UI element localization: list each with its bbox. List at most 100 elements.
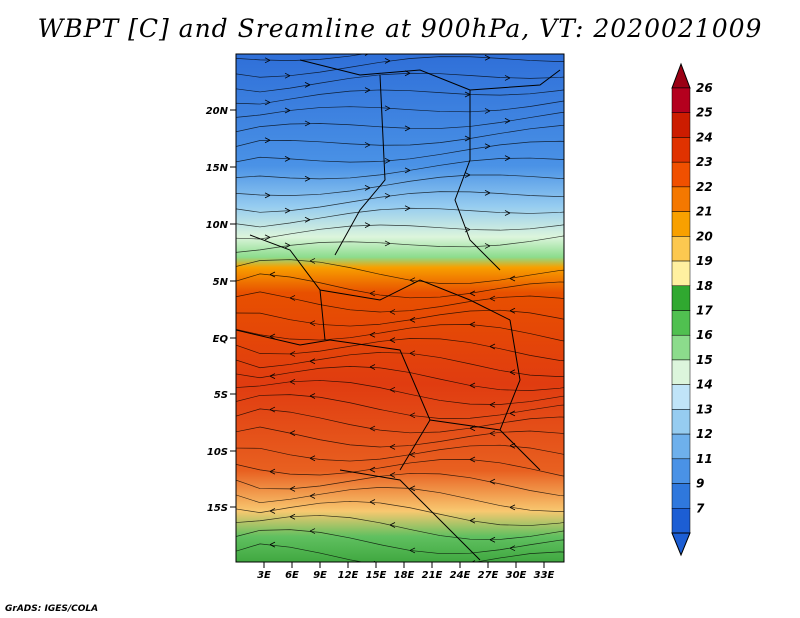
streamline (236, 408, 564, 434)
streamline-arrow (289, 513, 296, 520)
streamline-arrow (369, 290, 376, 297)
colorbar-label: 23 (696, 155, 713, 169)
colorbar-label: 7 (696, 501, 705, 515)
streamline-arrow (384, 157, 391, 164)
streamline-arrow (289, 378, 296, 385)
streamline (236, 543, 564, 562)
streamline-arrow (384, 192, 391, 199)
streamline-arrow (364, 222, 371, 228)
colorbar-segment (671, 112, 691, 138)
streamline-arrow (469, 290, 476, 297)
streamline-arrow (409, 412, 416, 419)
streamline-arrow (264, 137, 271, 144)
streamline-arrow (369, 499, 376, 505)
streamline (236, 459, 564, 477)
colorbar-segment (671, 137, 691, 163)
lat-tick-label: 5N (213, 277, 229, 288)
streamline-arrow (284, 207, 291, 214)
colorbar-segment (671, 409, 691, 435)
streamline-arrow (269, 373, 276, 379)
streamline-arrow (509, 307, 516, 314)
streamline-arrow (409, 451, 416, 458)
streamline-arrow (289, 430, 296, 436)
streamline-arrow (469, 456, 476, 463)
colorbar-segment (671, 186, 691, 212)
streamline-arrow (309, 528, 316, 534)
streamline (236, 273, 564, 299)
streamline-arrow (409, 350, 416, 357)
map-panel: 20N 15N 10N 5N EQ 5S 10S 15S 3E 6E 9E 12E 15E 18E 21E… (206, 53, 565, 581)
streamline-arrow (409, 277, 416, 284)
streamline-arrow (389, 522, 396, 528)
streamline (236, 54, 366, 61)
streamline-arrow (309, 258, 316, 264)
streamline-arrow (489, 295, 496, 302)
streamline-arrow (369, 425, 376, 432)
streamline-arrow (489, 430, 496, 437)
streamline-arrow (364, 142, 371, 148)
streamline-arrow (364, 185, 371, 191)
streamline-arrow (264, 192, 271, 199)
colorbar-segment (671, 359, 691, 385)
streamline-arrow (469, 321, 476, 328)
chart-title: WBPT [C] and Sreamline at 900hPa, VT: 20… (37, 14, 763, 43)
colorbar-label: 22 (696, 180, 713, 194)
streamline (236, 89, 564, 105)
streamline-arrow (404, 205, 411, 212)
streamline-arrow (509, 504, 516, 511)
colorbar-label: 16 (696, 328, 713, 342)
streamline-arrow (304, 120, 311, 127)
lon-tick-label: 33E (534, 570, 555, 581)
streamline-arrow (504, 75, 511, 81)
streamline-arrow (409, 485, 416, 492)
colorbar-segment (671, 433, 691, 460)
streamline (236, 224, 564, 240)
lat-tick-label: 5S (214, 390, 228, 401)
streamline-arrow (309, 358, 316, 365)
streamline-arrow (289, 295, 296, 301)
country-borders (236, 59, 561, 561)
streamline-arrow (369, 331, 376, 338)
streamline-arrow (384, 105, 391, 112)
streamline-arrow (484, 243, 491, 249)
colorbar-label: 17 (696, 304, 713, 318)
colorbar-segment (671, 161, 691, 188)
streamline-arrow (464, 91, 471, 98)
streamline-arrow (309, 320, 316, 327)
colorbar-label: 11 (696, 452, 713, 466)
lon-tick-label: 6E (285, 570, 299, 581)
colorbar-segment (671, 260, 691, 287)
lat-tick-label: 10S (207, 447, 228, 458)
streamline-arrow (264, 234, 271, 241)
streamline-arrow (304, 175, 311, 182)
colorbar-label: 18 (696, 279, 713, 293)
streamline-arrow (364, 87, 371, 93)
streamline-arrow (469, 382, 476, 389)
lat-tick-label: 10N (206, 220, 229, 231)
streamline-arrow (469, 517, 476, 524)
colorbar-label: 13 (696, 402, 713, 416)
streamline-arrow (304, 81, 311, 88)
streamline-arrow (309, 455, 316, 462)
streamline-arrow (484, 54, 491, 61)
streamline-arrow (504, 118, 511, 124)
colorbar-segment (671, 236, 691, 262)
streamlines (236, 54, 564, 562)
streamline-arrow (489, 343, 496, 350)
lon-tick-label: 3E (257, 570, 271, 581)
streamline-arrow (509, 275, 516, 282)
colorbar-label: 15 (696, 353, 713, 367)
streamline-arrow (309, 493, 316, 499)
longitude-axis: 3E 6E 9E 12E 15E 18E 21E 24E 27E 30E 33E (257, 562, 555, 581)
streamline (236, 500, 564, 526)
colorbar-label: 20 (696, 229, 713, 243)
colorbar-label: 25 (696, 106, 713, 120)
wbpt-field (236, 54, 564, 562)
colorbar-label: 21 (696, 205, 713, 219)
streamline-arrow (284, 156, 291, 162)
lon-tick-label: 15E (366, 570, 387, 581)
streamline-arrow (509, 545, 516, 552)
streamline-arrow (389, 472, 396, 478)
colorbar-label: 19 (696, 254, 713, 268)
